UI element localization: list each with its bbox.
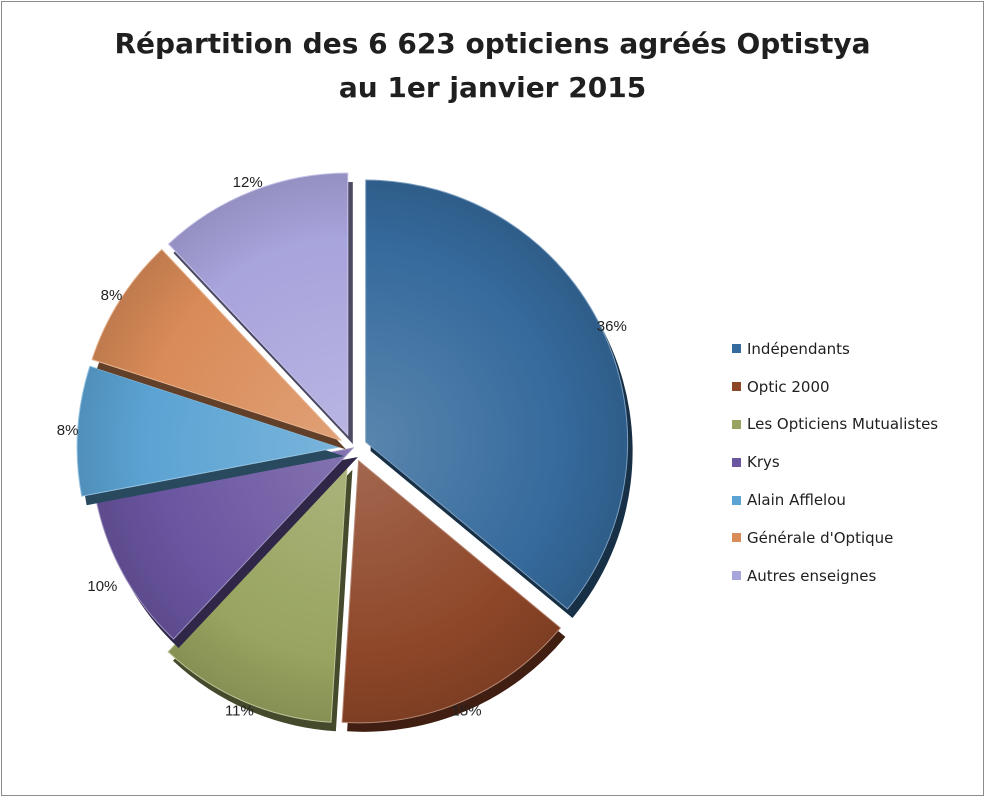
chart-title-line-1: Répartition des 6 623 opticiens agréés O… bbox=[114, 27, 871, 60]
pie-slice-face-5 bbox=[76, 365, 340, 497]
pie-label-6: 8% bbox=[101, 287, 123, 304]
legend-item-4: Krys bbox=[732, 443, 938, 481]
legend-swatch-7 bbox=[732, 571, 741, 581]
legend-swatch-5 bbox=[732, 495, 741, 505]
pie-label-2: 15% bbox=[452, 703, 482, 720]
pie-slices bbox=[76, 172, 633, 732]
legend-swatch-4 bbox=[732, 457, 741, 467]
legend-swatch-2 bbox=[732, 382, 741, 392]
pie-slice-6 bbox=[91, 248, 347, 450]
legend-swatch-6 bbox=[732, 533, 741, 543]
pie-slice-face-3 bbox=[167, 459, 348, 723]
chart-title: Répartition des 6 623 opticiens agréés O… bbox=[0, 22, 985, 110]
pie-slice-4 bbox=[95, 447, 358, 648]
pie-slice-face-4 bbox=[95, 447, 355, 640]
legend-label-7: Autres enseignes bbox=[747, 566, 877, 585]
legend-label-4: Krys bbox=[747, 453, 780, 472]
legend-label-2: Optic 2000 bbox=[747, 377, 830, 396]
pie-label-4: 10% bbox=[87, 578, 117, 595]
pie-label-3: 11% bbox=[225, 703, 254, 720]
legend-item-7: Autres enseignes bbox=[732, 557, 938, 595]
chart-title-line-2: au 1er janvier 2015 bbox=[338, 71, 647, 104]
legend-label-3: Les Opticiens Mutualistes bbox=[747, 415, 939, 434]
legend-item-1: Indépendants bbox=[732, 330, 938, 368]
pie-slice-face-7 bbox=[167, 172, 349, 437]
legend-label-1: Indépendants bbox=[747, 339, 850, 358]
legend-item-3: Les Opticiens Mutualistes bbox=[732, 406, 938, 444]
legend-item-5: Alain Afflelou bbox=[732, 481, 938, 519]
pie-label-5: 8% bbox=[57, 422, 79, 439]
legend-swatch-1 bbox=[732, 344, 741, 354]
pie-slice-7 bbox=[167, 172, 353, 444]
pie-slice-face-1 bbox=[365, 179, 629, 610]
pie-slice-face-2 bbox=[341, 459, 562, 724]
pie-slice-2 bbox=[341, 459, 566, 732]
pie-labels: 36% 15% 11% 10% 8% 8% 12% bbox=[57, 174, 627, 719]
legend-item-6: Générale d'Optique bbox=[732, 519, 938, 557]
legend-swatch-3 bbox=[732, 419, 741, 429]
pie-slice-1 bbox=[365, 179, 633, 618]
legend-label-6: Générale d'Optique bbox=[747, 528, 894, 547]
legend-label-5: Alain Afflelou bbox=[747, 491, 846, 510]
pie-label-7: 12% bbox=[233, 174, 263, 191]
pie-label-1: 36% bbox=[597, 318, 627, 335]
legend-item-2: Optic 2000 bbox=[732, 368, 938, 406]
pie-slice-5 bbox=[76, 365, 344, 506]
pie-slice-3 bbox=[167, 459, 353, 732]
pie-slice-face-6 bbox=[91, 248, 342, 441]
chart-legend: Indépendants Optic 2000 Les Opticiens Mutu… bbox=[732, 330, 938, 595]
